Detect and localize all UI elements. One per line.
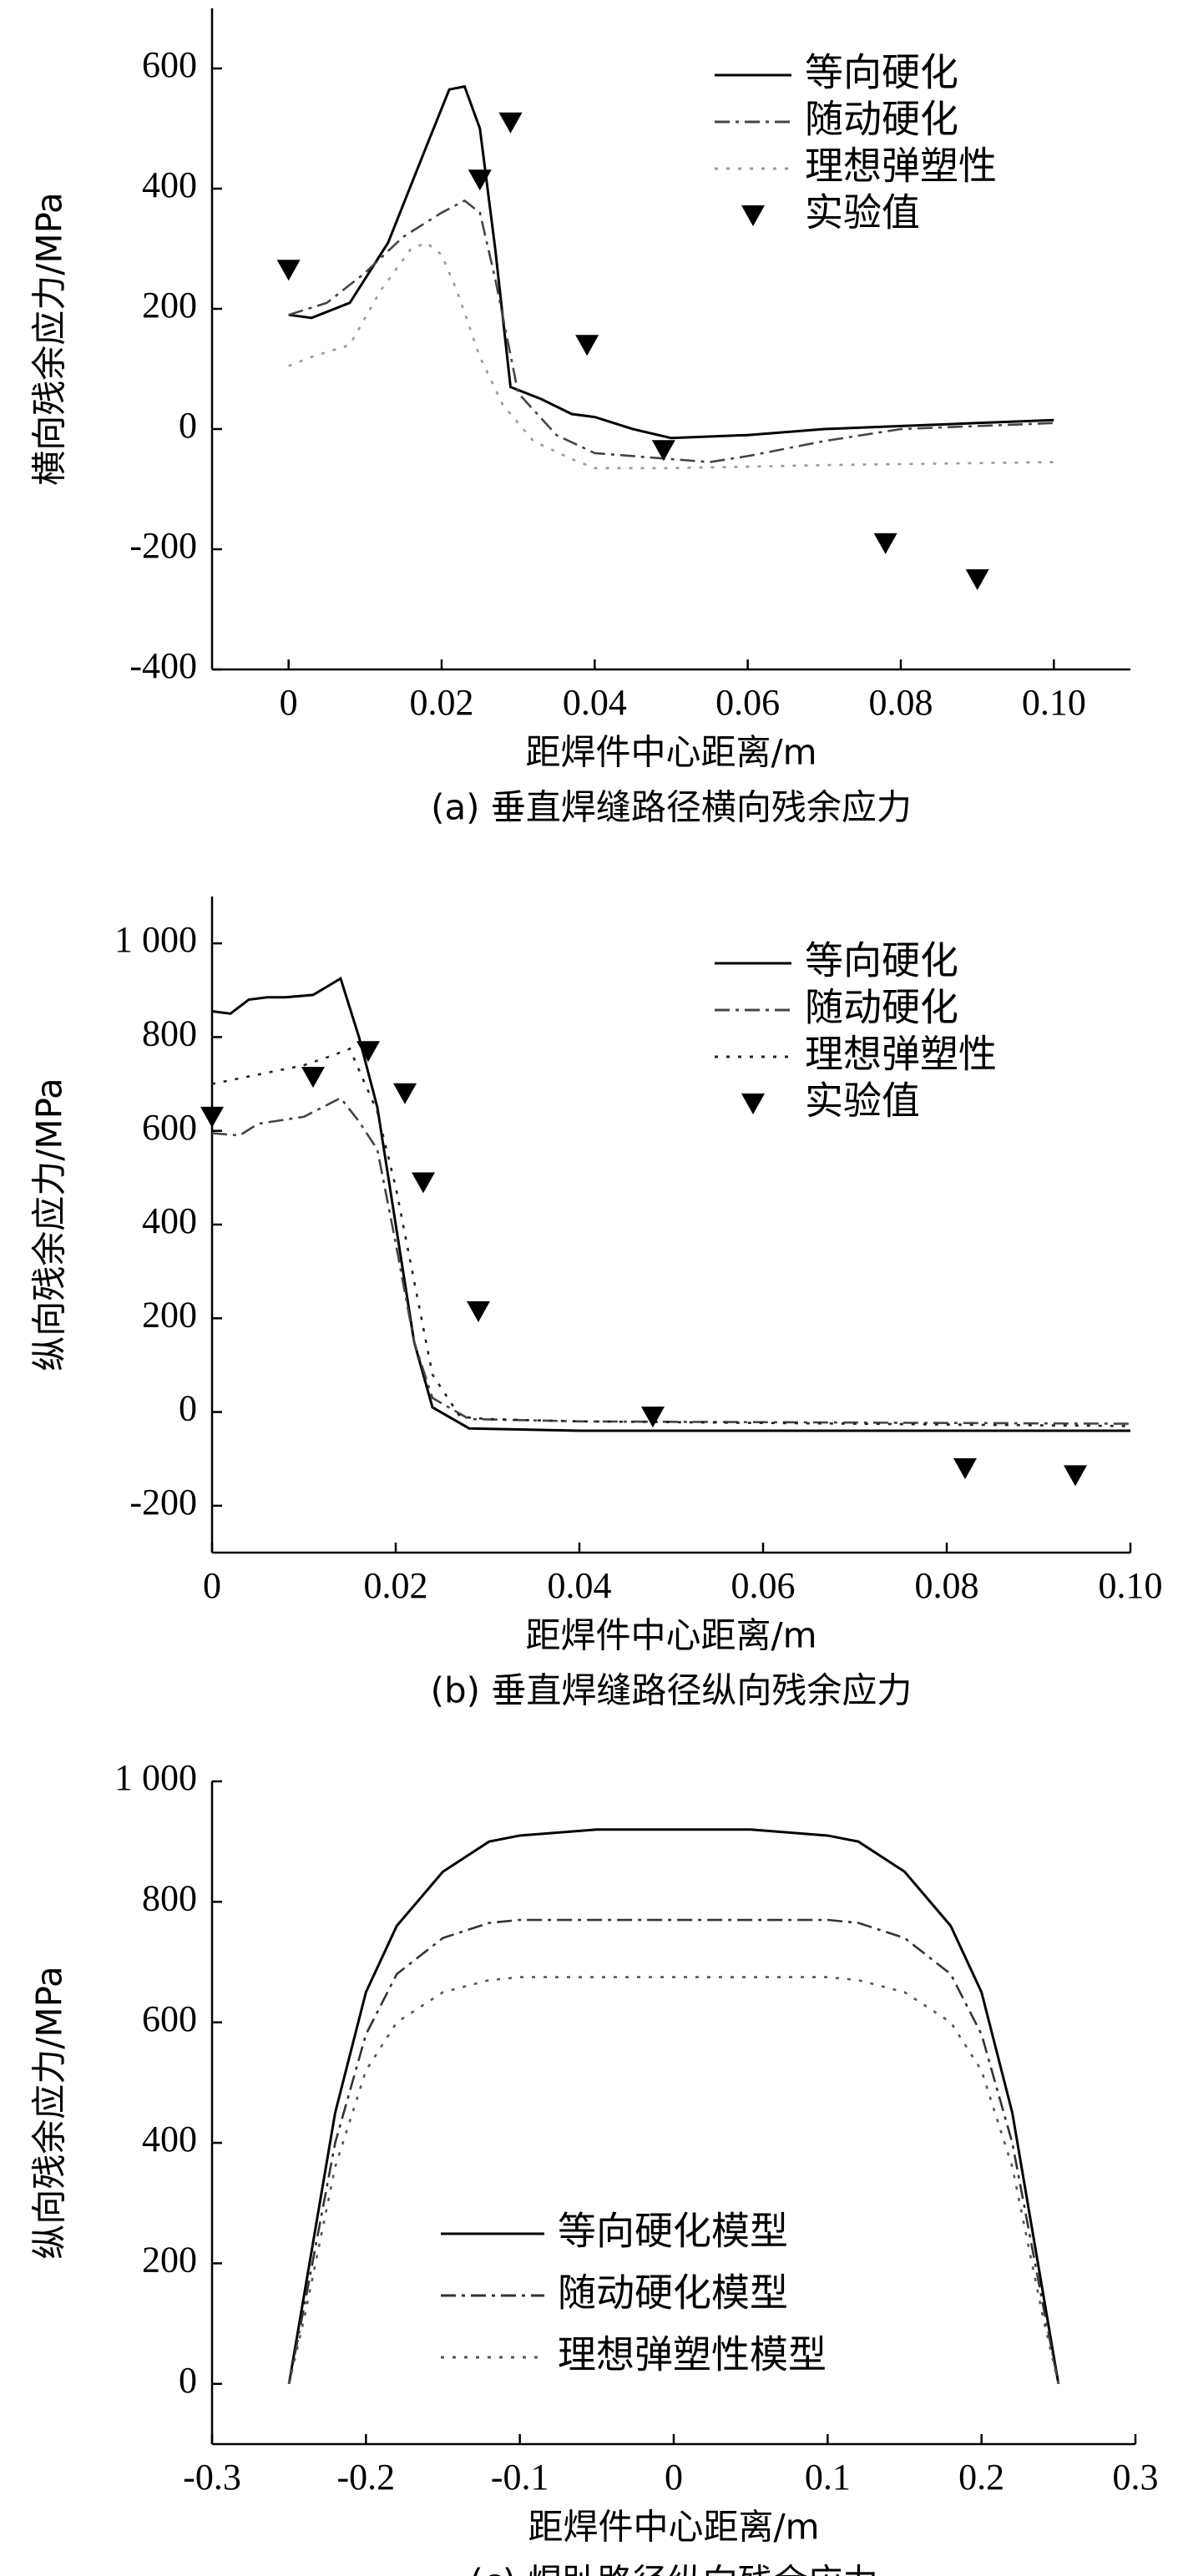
data-point xyxy=(412,1172,435,1194)
series-line xyxy=(211,976,1130,1432)
series-line xyxy=(288,241,1054,470)
x-tick-label: 0.2 xyxy=(958,2457,1004,2498)
legend-marker xyxy=(741,205,765,226)
x-tick-label: 0.1 xyxy=(805,2457,851,2498)
x-tick-label: 0 xyxy=(203,1565,221,1606)
y-tick-label: 200 xyxy=(142,1294,197,1335)
legend-label: 实验值 xyxy=(805,190,920,235)
data-point xyxy=(468,169,492,191)
x-tick-label: 0.3 xyxy=(1113,2457,1159,2498)
x-tick-label: 0 xyxy=(280,682,298,723)
y-tick-label: 800 xyxy=(142,1877,197,1918)
data-point xyxy=(641,1407,665,1428)
data-point xyxy=(393,1083,417,1104)
series-line xyxy=(288,199,1054,463)
series-line xyxy=(287,1976,1060,2385)
y-tick-label: -200 xyxy=(129,1482,197,1523)
data-point xyxy=(356,1041,380,1063)
y-tick-label: -200 xyxy=(129,525,197,566)
x-tick-label: 0.06 xyxy=(715,682,780,723)
y-axis-title: 横向残余应力/MPa xyxy=(29,192,70,486)
y-tick-label: 0 xyxy=(179,405,197,446)
x-axis-title: 距焊件中心距离/m xyxy=(528,2507,819,2548)
legend-label: 理想弹塑性模型 xyxy=(558,2332,827,2377)
data-point xyxy=(467,1301,490,1322)
y-tick-label: 600 xyxy=(142,1998,197,2039)
y-tick-label: 1 000 xyxy=(114,919,197,960)
caption: (a) 垂直焊缝路径横向残余应力 xyxy=(431,787,912,828)
y-tick-label: 0 xyxy=(179,2360,197,2401)
caption: (c) 焊趾路径纵向残余应力 xyxy=(469,2562,877,2576)
legend-marker xyxy=(741,1094,765,1114)
legend-label: 理想弹塑性 xyxy=(805,144,997,189)
legend-label: 随动硬化 xyxy=(805,985,958,1030)
x-tick-label: -0.3 xyxy=(183,2457,241,2498)
data-point xyxy=(651,440,675,462)
series-line xyxy=(211,1096,1131,1425)
data-point xyxy=(575,335,599,356)
legend-label: 实验值 xyxy=(805,1078,920,1124)
x-tick-label: 0.08 xyxy=(915,1565,979,1606)
y-tick-label: 400 xyxy=(142,164,197,205)
data-point xyxy=(276,260,301,281)
x-axis-title: 距焊件中心距离/m xyxy=(525,732,816,773)
legend-label: 等向硬化 xyxy=(805,938,958,983)
legend-label: 等向硬化 xyxy=(805,50,958,95)
data-point xyxy=(873,533,897,554)
y-tick-label: -400 xyxy=(129,645,197,686)
x-tick-label: 0.02 xyxy=(410,682,474,723)
y-tick-label: 0 xyxy=(179,1388,197,1429)
x-tick-label: 0.06 xyxy=(731,1565,796,1606)
y-tick-label: 600 xyxy=(142,1107,197,1148)
x-tick-label: 0.10 xyxy=(1022,682,1086,723)
data-point xyxy=(965,569,989,590)
data-point xyxy=(1064,1465,1087,1487)
x-tick-label: 0.10 xyxy=(1099,1565,1163,1606)
y-tick-label: 800 xyxy=(142,1013,197,1054)
x-tick-label: 0.04 xyxy=(563,682,627,723)
y-axis-title: 纵向残余应力/MPa xyxy=(29,1078,70,1371)
data-point xyxy=(200,1106,224,1128)
data-point xyxy=(301,1067,325,1088)
y-tick-label: 400 xyxy=(142,1200,197,1241)
x-tick-label: 0.08 xyxy=(869,682,933,723)
x-tick-label: 0.02 xyxy=(364,1565,428,1606)
x-tick-label: -0.2 xyxy=(337,2457,396,2498)
series-line xyxy=(211,1047,1131,1427)
series-line xyxy=(287,1918,1060,2385)
y-tick-label: 1 000 xyxy=(114,1757,197,1798)
legend-label: 理想弹塑性 xyxy=(805,1032,997,1077)
legend-label: 等向硬化模型 xyxy=(558,2209,788,2254)
y-tick-label: 400 xyxy=(142,2119,197,2159)
y-tick-label: 200 xyxy=(142,2240,197,2281)
y-tick-label: 200 xyxy=(142,285,197,326)
series-line xyxy=(287,1828,1060,2385)
x-tick-label: 0 xyxy=(665,2457,683,2498)
data-point xyxy=(953,1457,977,1479)
x-axis-title: 距焊件中心距离/m xyxy=(525,1615,816,1656)
legend-label: 随动硬化 xyxy=(805,97,958,142)
series-line xyxy=(288,84,1054,440)
y-axis-title: 纵向残余应力/MPa xyxy=(29,1966,70,2260)
x-tick-label: 0.04 xyxy=(548,1565,612,1606)
y-tick-label: 600 xyxy=(142,44,197,85)
data-point xyxy=(498,112,523,134)
caption: (b) 垂直焊缝路径纵向残余应力 xyxy=(431,1670,913,1711)
legend-label: 随动硬化模型 xyxy=(558,2270,788,2316)
x-tick-label: -0.1 xyxy=(491,2457,549,2498)
